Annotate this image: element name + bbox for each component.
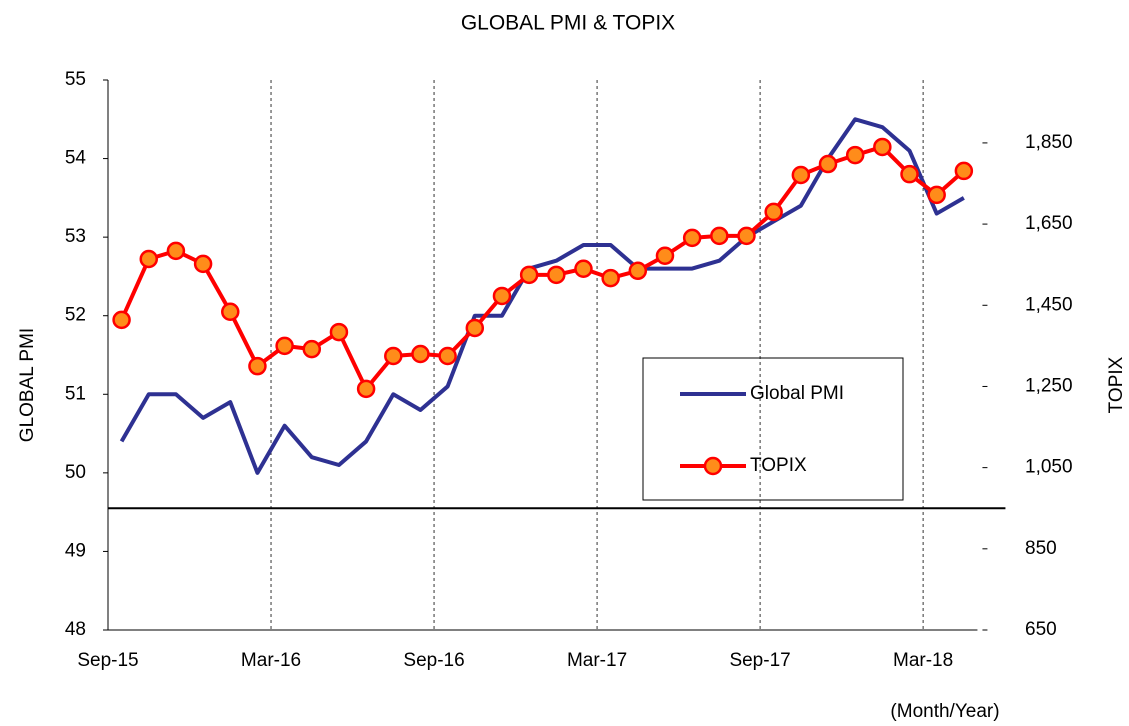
series-marker <box>845 145 865 165</box>
y2-tick-label: 1,850 <box>1025 132 1073 153</box>
series-marker <box>737 226 756 246</box>
x-tick-label: Sep-17 <box>729 650 790 671</box>
series-marker <box>954 161 974 181</box>
series-marker <box>248 356 267 376</box>
series-marker <box>519 265 539 285</box>
series-marker <box>275 336 294 356</box>
x-tick-label: Mar-17 <box>567 650 627 671</box>
series-marker <box>384 346 403 366</box>
x-tick-label: Mar-16 <box>241 650 301 671</box>
y-tick-label: 51 <box>65 383 86 404</box>
series-marker <box>329 322 349 342</box>
y-tick-label: 54 <box>65 148 87 169</box>
series-marker <box>356 379 376 399</box>
series-marker <box>492 286 512 306</box>
x-tick-label: Mar-18 <box>893 650 953 671</box>
y-tick-label: 55 <box>65 69 86 90</box>
y-tick-label: 50 <box>65 462 86 483</box>
legend-label: Global PMI <box>750 383 844 404</box>
series-marker <box>465 318 485 338</box>
series-marker <box>791 165 811 185</box>
y-axis-title: GLOBAL PMI <box>17 328 38 442</box>
x-tick-label: Sep-16 <box>403 650 464 671</box>
series-marker <box>166 241 186 261</box>
series-marker <box>927 185 946 205</box>
y2-tick-label: 1,450 <box>1025 294 1073 315</box>
y2-tick-label: 650 <box>1025 619 1057 640</box>
y2-tick-label: 1,250 <box>1025 375 1073 396</box>
series-marker <box>221 302 240 322</box>
series-marker <box>601 268 620 288</box>
y2-tick-label: 850 <box>1025 538 1057 559</box>
series-marker <box>411 344 430 364</box>
series-marker <box>764 202 783 222</box>
legend-box <box>642 357 904 501</box>
x-tick-label: Sep-15 <box>77 650 138 671</box>
series-marker <box>302 339 322 359</box>
series-marker <box>710 226 729 246</box>
y2-tick-label: 1,650 <box>1025 213 1073 234</box>
series-marker <box>628 261 648 281</box>
y-tick-label: 49 <box>65 540 86 561</box>
series-marker <box>682 228 702 248</box>
y-tick-label: 52 <box>65 305 86 326</box>
y2-tick-label: 1,050 <box>1025 457 1073 478</box>
chart-title: GLOBAL PMI & TOPIX <box>461 12 675 35</box>
legend-label: TOPIX <box>750 455 807 476</box>
y2-axis-title: TOPIX <box>1106 356 1127 413</box>
series-marker <box>193 254 213 274</box>
series-line <box>119 144 966 391</box>
x-axis-title: (Month/Year) <box>890 701 999 722</box>
series-marker <box>438 346 457 366</box>
series-marker <box>818 154 838 174</box>
series-marker <box>873 137 892 157</box>
y-tick-label: 48 <box>65 619 86 640</box>
series-marker <box>547 265 566 285</box>
series-marker <box>900 164 919 184</box>
series-marker <box>139 249 159 269</box>
legend-marker <box>703 456 723 476</box>
series-marker <box>112 310 131 330</box>
series-marker <box>655 246 675 266</box>
y-tick-label: 53 <box>65 226 86 247</box>
series-marker <box>574 259 593 278</box>
